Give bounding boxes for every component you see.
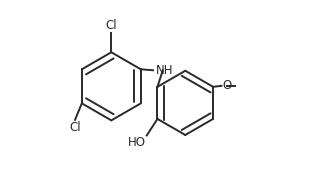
Text: Cl: Cl bbox=[69, 121, 81, 134]
Text: Cl: Cl bbox=[106, 19, 117, 32]
Text: NH: NH bbox=[156, 64, 173, 77]
Text: HO: HO bbox=[128, 136, 146, 149]
Text: O: O bbox=[222, 79, 232, 92]
